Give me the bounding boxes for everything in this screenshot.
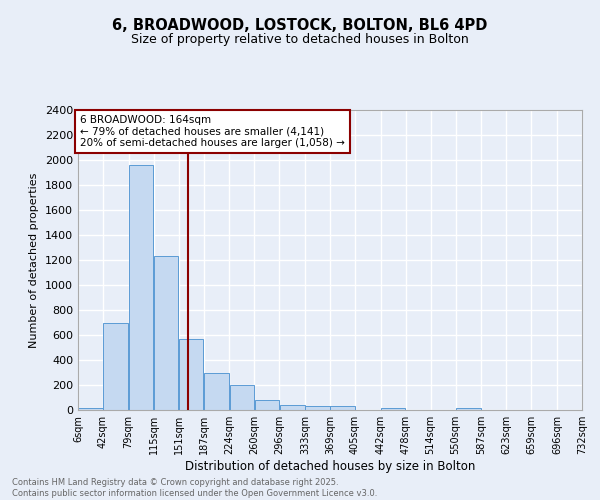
Bar <box>381 408 406 410</box>
Text: 6 BROADWOOD: 164sqm
← 79% of detached houses are smaller (4,141)
20% of semi-det: 6 BROADWOOD: 164sqm ← 79% of detached ho… <box>80 115 345 148</box>
Bar <box>129 165 154 410</box>
Text: Size of property relative to detached houses in Bolton: Size of property relative to detached ho… <box>131 32 469 46</box>
Bar <box>456 408 481 410</box>
Bar <box>330 406 355 410</box>
Bar <box>154 256 178 410</box>
Bar <box>230 385 254 410</box>
Bar <box>103 322 128 410</box>
Bar <box>280 405 305 410</box>
Bar <box>305 406 330 410</box>
Bar <box>204 372 229 410</box>
Bar <box>78 408 103 410</box>
Bar <box>179 339 203 410</box>
Text: 6, BROADWOOD, LOSTOCK, BOLTON, BL6 4PD: 6, BROADWOOD, LOSTOCK, BOLTON, BL6 4PD <box>112 18 488 32</box>
X-axis label: Distribution of detached houses by size in Bolton: Distribution of detached houses by size … <box>185 460 475 473</box>
Bar <box>254 400 279 410</box>
Y-axis label: Number of detached properties: Number of detached properties <box>29 172 40 348</box>
Text: Contains HM Land Registry data © Crown copyright and database right 2025.
Contai: Contains HM Land Registry data © Crown c… <box>12 478 377 498</box>
